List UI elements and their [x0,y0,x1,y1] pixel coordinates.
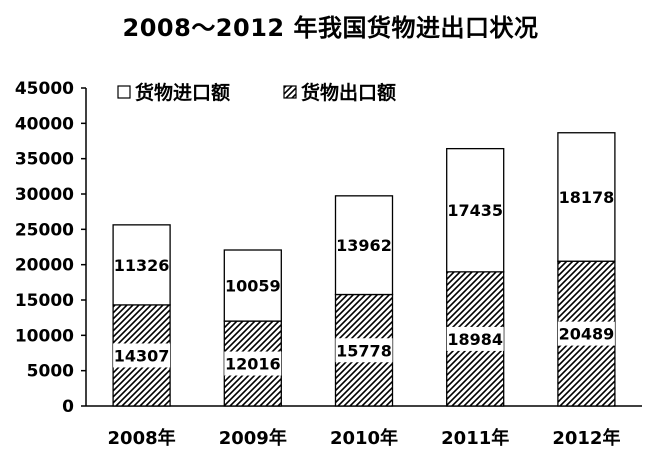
export-value-label: 18984 [447,330,503,349]
y-tick-label: 5000 [27,362,74,382]
bar-import-1 [112,224,171,306]
bar-import-3 [334,195,394,296]
legend-swatch-2 [283,85,297,99]
export-value-label: 15778 [336,341,392,360]
y-tick-label: 20000 [15,256,74,276]
bar-import-5 [557,132,616,262]
legend-label-2: 货物出口额 [301,81,396,104]
chart-title: 2008～2012 年我国货物进出口状况 [122,14,539,42]
y-tick-label: 10000 [15,326,74,346]
labels-layer: 14307 11326 2008年 12016 10059 2009年 15778 13962… [108,188,621,449]
y-tick-label: 45000 [15,79,74,99]
legend-swatch-1 [117,85,131,99]
x-category-label: 2011年 [441,427,509,449]
bar-import-4 [446,147,505,273]
x-category-label: 2009年 [219,427,287,449]
import-value-label: 18178 [559,188,615,207]
export-label-bg [446,326,504,351]
export-value-label: 20489 [559,325,615,344]
y-tick-label: 35000 [15,150,74,170]
y-tick-label: 25000 [15,220,74,240]
legend: 货物进口额 货物出口额 [117,81,396,104]
import-value-label: 13962 [336,236,392,255]
bars-layer [112,132,616,407]
y-tick-label: 15000 [15,291,74,311]
x-category-label: 2008年 [108,427,176,449]
import-value-label: 10059 [225,277,281,296]
export-label-bg [113,343,171,368]
export-label-bg [224,351,282,376]
x-category-label: 2010年 [330,427,398,449]
bar-import-2 [223,249,282,322]
import-value-label: 11326 [114,256,170,275]
x-category-label: 2012年 [552,427,620,449]
y-tick-label: 0 [62,397,74,417]
y-tick-label: 40000 [15,114,74,134]
export-label-bg [335,338,393,363]
export-label-bg [557,321,615,346]
legend-label-1: 货物进口额 [135,81,230,104]
export-value-label: 12016 [225,355,281,374]
axis-layer: 0 5000 10000 15000 20000 25000 30000 35000 40000… [15,79,642,417]
import-value-label: 17435 [447,201,503,220]
export-value-label: 14307 [114,346,170,365]
y-tick-label: 30000 [15,185,74,205]
